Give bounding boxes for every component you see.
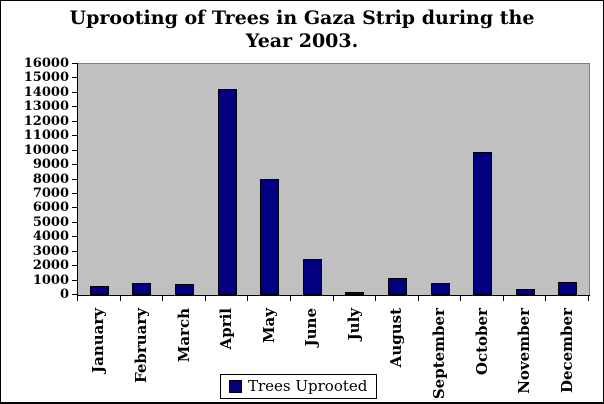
bar-january bbox=[89, 286, 109, 295]
y-axis-tick bbox=[72, 250, 77, 252]
x-axis-label-text: June bbox=[302, 308, 321, 347]
bar-february bbox=[132, 283, 152, 295]
y-axis-line bbox=[77, 63, 78, 296]
y-axis-tick bbox=[72, 63, 77, 64]
x-axis-label-text: May bbox=[259, 308, 278, 344]
y-axis-label: 7000 bbox=[32, 185, 69, 201]
y-axis-tick bbox=[72, 106, 77, 108]
x-axis-label-text: January bbox=[89, 308, 108, 373]
bar-november bbox=[515, 289, 535, 295]
y-axis-label: 8000 bbox=[32, 171, 69, 187]
y-axis-label: 14000 bbox=[23, 84, 69, 100]
y-axis-tick bbox=[72, 120, 77, 122]
y-axis-tick bbox=[72, 135, 77, 137]
x-axis-label-text: September bbox=[430, 308, 448, 400]
x-axis-tick bbox=[247, 296, 249, 301]
x-axis-label-text: March bbox=[174, 308, 193, 363]
legend-series-label: Trees Uprooted bbox=[248, 377, 368, 395]
x-axis-tick bbox=[119, 296, 121, 301]
y-axis-label: 9000 bbox=[32, 157, 69, 173]
y-axis-tick bbox=[72, 279, 77, 281]
x-axis-tick bbox=[204, 296, 206, 301]
plot-area bbox=[77, 63, 590, 296]
bar-december bbox=[558, 282, 578, 295]
y-axis-label: 3000 bbox=[32, 243, 69, 259]
x-axis-label-text: February bbox=[131, 308, 150, 384]
y-axis-label: 5000 bbox=[32, 214, 69, 230]
x-axis-tick bbox=[460, 296, 462, 301]
x-axis-tick bbox=[502, 296, 504, 301]
y-axis-label: 6000 bbox=[32, 200, 69, 216]
x-axis-tick bbox=[162, 296, 164, 301]
y-axis-tick bbox=[72, 236, 77, 238]
chart-title: Uprooting of Trees in Gaza Strip during … bbox=[1, 7, 603, 53]
x-axis-tick bbox=[289, 296, 291, 301]
x-axis-tick bbox=[588, 296, 589, 301]
bar-october bbox=[473, 152, 492, 295]
y-axis-tick bbox=[72, 77, 77, 79]
y-axis-tick bbox=[72, 149, 77, 151]
y-axis-label: 13000 bbox=[23, 99, 69, 115]
bar-july bbox=[345, 292, 365, 295]
bar-april bbox=[217, 89, 237, 295]
x-axis-label-text: October bbox=[472, 308, 491, 376]
y-axis-label: 16000 bbox=[23, 56, 69, 71]
x-axis-tick bbox=[77, 296, 78, 301]
legend-series-marker-icon bbox=[229, 380, 242, 393]
y-axis-label: 12000 bbox=[23, 113, 69, 129]
y-axis-label: 1000 bbox=[32, 272, 69, 288]
x-axis-line bbox=[77, 295, 590, 296]
bar-august bbox=[387, 278, 407, 295]
legend: Trees Uprooted bbox=[220, 374, 378, 399]
y-axis-label: 10000 bbox=[23, 142, 69, 158]
bar-september bbox=[430, 283, 450, 295]
x-axis-tick bbox=[332, 296, 334, 301]
x-axis-label-text: April bbox=[217, 308, 235, 350]
y-axis-tick bbox=[72, 294, 77, 295]
y-axis-label: 0 bbox=[59, 287, 69, 302]
x-axis-tick bbox=[375, 296, 377, 301]
bar-june bbox=[302, 259, 322, 295]
y-axis-tick bbox=[72, 91, 77, 93]
x-axis-label-text: August bbox=[387, 308, 406, 368]
y-axis-tick bbox=[72, 164, 77, 166]
chart-title-line-1: Uprooting of Trees in Gaza Strip during … bbox=[69, 7, 535, 29]
y-axis-tick bbox=[72, 178, 77, 180]
x-axis-tick bbox=[545, 296, 547, 301]
bar-march bbox=[175, 284, 194, 295]
y-axis-tick bbox=[72, 221, 77, 223]
y-axis-label: 11000 bbox=[23, 128, 69, 144]
bar-may bbox=[260, 179, 280, 295]
chart-title-line-2: Year 2003. bbox=[245, 30, 359, 52]
x-axis-label-text: July bbox=[344, 308, 363, 341]
y-axis-tick bbox=[72, 192, 77, 194]
x-axis-tick bbox=[417, 296, 419, 301]
x-axis-label-text: November bbox=[515, 308, 534, 394]
x-axis-label-text: December bbox=[557, 308, 576, 394]
y-axis-tick bbox=[72, 265, 77, 267]
y-axis-label: 15000 bbox=[23, 70, 69, 86]
y-axis-label: 2000 bbox=[32, 258, 69, 274]
y-axis-label: 4000 bbox=[32, 229, 69, 245]
y-axis-tick bbox=[72, 207, 77, 209]
